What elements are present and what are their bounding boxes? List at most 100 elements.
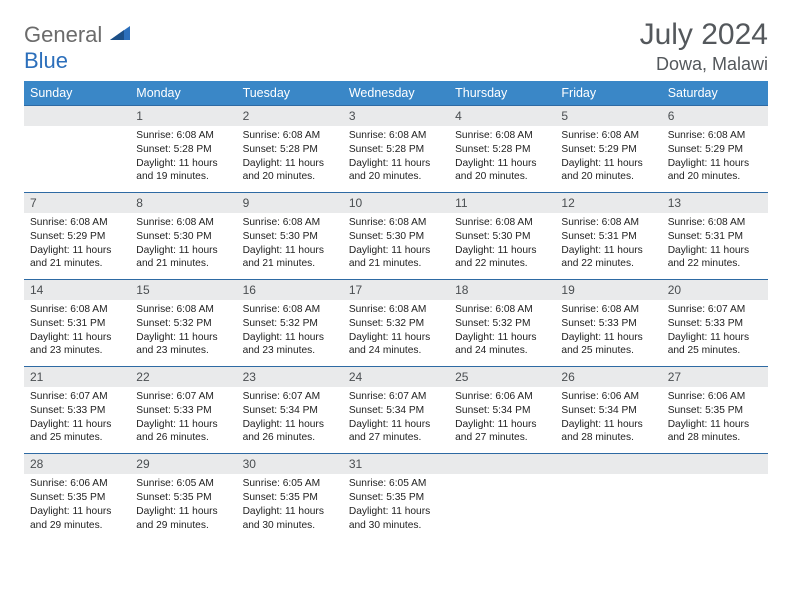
sunrise-text: Sunrise: 6:08 AM — [136, 129, 230, 143]
day-body: Sunrise: 6:08 AMSunset: 5:31 PMDaylight:… — [555, 213, 661, 279]
day-cell — [24, 106, 130, 193]
sunrise-text: Sunrise: 6:06 AM — [561, 390, 655, 404]
daylight-text-1: Daylight: 11 hours — [668, 418, 762, 432]
day-body: Sunrise: 6:07 AMSunset: 5:34 PMDaylight:… — [343, 387, 449, 453]
daylight-text-2: and 20 minutes. — [668, 170, 762, 184]
daylight-text-2: and 27 minutes. — [455, 431, 549, 445]
sunrise-text: Sunrise: 6:08 AM — [561, 129, 655, 143]
day-body: Sunrise: 6:06 AMSunset: 5:34 PMDaylight:… — [555, 387, 661, 453]
day-number: 7 — [24, 193, 130, 213]
sunrise-text: Sunrise: 6:08 AM — [136, 303, 230, 317]
daylight-text-2: and 20 minutes. — [349, 170, 443, 184]
daylight-text-1: Daylight: 11 hours — [243, 331, 337, 345]
week-row: 7 Sunrise: 6:08 AM Sunset: 5:29 PM Daylight… — [24, 193, 768, 280]
day-cell: 1Sunrise: 6:08 AMSunset: 5:28 PMDaylight… — [130, 106, 236, 193]
daylight-text-2: and 21 minutes. — [349, 257, 443, 271]
day-body: Sunrise: 6:08 AMSunset: 5:28 PMDaylight:… — [237, 126, 343, 192]
day-body: Sunrise: 6:08 AMSunset: 5:28 PMDaylight:… — [343, 126, 449, 192]
day-cell: 30Sunrise: 6:05 AMSunset: 5:35 PMDayligh… — [237, 454, 343, 541]
day-cell: 13Sunrise: 6:08 AMSunset: 5:31 PMDayligh… — [662, 193, 768, 280]
day-number: 25 — [449, 367, 555, 387]
day-body: Sunrise: 6:08 AMSunset: 5:30 PMDaylight:… — [343, 213, 449, 279]
day-cell: 18Sunrise: 6:08 AMSunset: 5:32 PMDayligh… — [449, 280, 555, 367]
sunset-text: Sunset: 5:34 PM — [561, 404, 655, 418]
day-cell: 20Sunrise: 6:07 AMSunset: 5:33 PMDayligh… — [662, 280, 768, 367]
daylight-text-2: and 25 minutes. — [30, 431, 124, 445]
sunset-text: Sunset: 5:28 PM — [455, 143, 549, 157]
sunrise-text: Sunrise: 6:08 AM — [30, 303, 124, 317]
sunrise-text: Sunrise: 6:08 AM — [243, 303, 337, 317]
daylight-text-1: Daylight: 11 hours — [455, 418, 549, 432]
day-number: 15 — [130, 280, 236, 300]
day-number: 28 — [24, 454, 130, 474]
logo: General Blue — [24, 22, 130, 74]
day-number: 24 — [343, 367, 449, 387]
day-body: Sunrise: 6:05 AMSunset: 5:35 PMDaylight:… — [130, 474, 236, 540]
day-body: Sunrise: 6:08 AMSunset: 5:28 PMDaylight:… — [449, 126, 555, 192]
day-body: Sunrise: 6:08 AMSunset: 5:30 PMDaylight:… — [449, 213, 555, 279]
sunset-text: Sunset: 5:31 PM — [668, 230, 762, 244]
daylight-text-1: Daylight: 11 hours — [136, 157, 230, 171]
sunrise-text: Sunrise: 6:05 AM — [136, 477, 230, 491]
sunset-text: Sunset: 5:34 PM — [243, 404, 337, 418]
sunrise-text: Sunrise: 6:05 AM — [349, 477, 443, 491]
daylight-text-2: and 21 minutes. — [243, 257, 337, 271]
daylight-text-1: Daylight: 11 hours — [136, 331, 230, 345]
daylight-text-1: Daylight: 11 hours — [243, 244, 337, 258]
sunset-text: Sunset: 5:29 PM — [30, 230, 124, 244]
daylight-text-2: and 19 minutes. — [136, 170, 230, 184]
sunset-text: Sunset: 5:32 PM — [349, 317, 443, 331]
daylight-text-2: and 22 minutes. — [455, 257, 549, 271]
sunrise-text: Sunrise: 6:08 AM — [455, 129, 549, 143]
day-cell: 21Sunrise: 6:07 AMSunset: 5:33 PMDayligh… — [24, 367, 130, 454]
day-body-empty — [24, 126, 130, 184]
day-body: Sunrise: 6:05 AMSunset: 5:35 PMDaylight:… — [343, 474, 449, 540]
daylight-text-2: and 25 minutes. — [561, 344, 655, 358]
day-number: 5 — [555, 106, 661, 126]
sunrise-text: Sunrise: 6:06 AM — [668, 390, 762, 404]
sunrise-text: Sunrise: 6:05 AM — [243, 477, 337, 491]
day-cell: 26Sunrise: 6:06 AMSunset: 5:34 PMDayligh… — [555, 367, 661, 454]
sunset-text: Sunset: 5:35 PM — [349, 491, 443, 505]
sunset-text: Sunset: 5:33 PM — [668, 317, 762, 331]
day-number: 16 — [237, 280, 343, 300]
sunrise-text: Sunrise: 6:08 AM — [243, 129, 337, 143]
day-cell: 17Sunrise: 6:08 AMSunset: 5:32 PMDayligh… — [343, 280, 449, 367]
sunset-text: Sunset: 5:30 PM — [349, 230, 443, 244]
sunset-text: Sunset: 5:32 PM — [455, 317, 549, 331]
daylight-text-2: and 29 minutes. — [30, 519, 124, 533]
sunrise-text: Sunrise: 6:08 AM — [455, 216, 549, 230]
day-number: 30 — [237, 454, 343, 474]
day-body-empty — [662, 474, 768, 532]
sunrise-text: Sunrise: 6:08 AM — [136, 216, 230, 230]
day-number: 1 — [130, 106, 236, 126]
day-number-empty — [449, 454, 555, 474]
dow-wednesday: Wednesday — [343, 81, 449, 106]
day-cell: 24Sunrise: 6:07 AMSunset: 5:34 PMDayligh… — [343, 367, 449, 454]
day-body: Sunrise: 6:08 AMSunset: 5:32 PMDaylight:… — [130, 300, 236, 366]
day-body: Sunrise: 6:08 AMSunset: 5:30 PMDaylight:… — [237, 213, 343, 279]
daylight-text-2: and 25 minutes. — [668, 344, 762, 358]
day-number: 31 — [343, 454, 449, 474]
day-cell: 25Sunrise: 6:06 AMSunset: 5:34 PMDayligh… — [449, 367, 555, 454]
day-body: Sunrise: 6:07 AMSunset: 5:33 PMDaylight:… — [24, 387, 130, 453]
day-cell — [555, 454, 661, 541]
daylight-text-2: and 23 minutes. — [30, 344, 124, 358]
day-body: Sunrise: 6:08 AMSunset: 5:30 PMDaylight:… — [130, 213, 236, 279]
calendar-table: Sunday Monday Tuesday Wednesday Thursday… — [24, 81, 768, 540]
sunrise-text: Sunrise: 6:08 AM — [243, 216, 337, 230]
daylight-text-1: Daylight: 11 hours — [668, 331, 762, 345]
day-number: 27 — [662, 367, 768, 387]
daylight-text-1: Daylight: 11 hours — [561, 331, 655, 345]
sunset-text: Sunset: 5:33 PM — [136, 404, 230, 418]
day-cell: 9Sunrise: 6:08 AMSunset: 5:30 PMDaylight… — [237, 193, 343, 280]
day-number-empty — [24, 106, 130, 126]
sunset-text: Sunset: 5:33 PM — [30, 404, 124, 418]
daylight-text-2: and 22 minutes. — [668, 257, 762, 271]
daylight-text-1: Daylight: 11 hours — [30, 331, 124, 345]
sunset-text: Sunset: 5:35 PM — [243, 491, 337, 505]
dow-sunday: Sunday — [24, 81, 130, 106]
day-number: 26 — [555, 367, 661, 387]
sunset-text: Sunset: 5:29 PM — [561, 143, 655, 157]
daylight-text-1: Daylight: 11 hours — [243, 418, 337, 432]
